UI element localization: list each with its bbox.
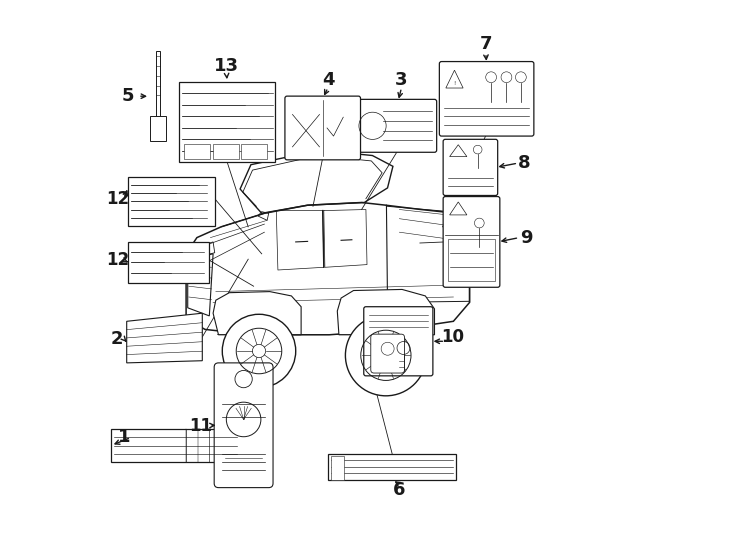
FancyBboxPatch shape <box>371 334 404 373</box>
Text: 6: 6 <box>393 481 406 500</box>
Text: 4: 4 <box>322 71 335 89</box>
FancyBboxPatch shape <box>364 307 433 376</box>
Bar <box>111 429 240 462</box>
Text: !: ! <box>454 80 456 86</box>
Bar <box>448 239 495 281</box>
Bar <box>150 116 166 141</box>
Bar <box>184 144 210 159</box>
FancyBboxPatch shape <box>360 99 437 152</box>
Polygon shape <box>338 289 435 335</box>
Text: 10: 10 <box>441 328 464 347</box>
Bar <box>128 242 209 283</box>
Text: 1: 1 <box>118 428 131 447</box>
Text: 5: 5 <box>122 87 134 105</box>
Polygon shape <box>127 313 203 363</box>
Bar <box>128 177 215 226</box>
Text: 12: 12 <box>106 190 129 208</box>
FancyBboxPatch shape <box>443 139 498 195</box>
Text: 3: 3 <box>396 71 408 89</box>
Bar <box>241 144 267 159</box>
Circle shape <box>222 314 296 388</box>
Text: 9: 9 <box>520 228 533 247</box>
Text: 7: 7 <box>479 35 492 53</box>
Circle shape <box>235 370 252 388</box>
Text: 2: 2 <box>110 330 123 348</box>
FancyBboxPatch shape <box>285 96 360 160</box>
Bar <box>156 51 161 116</box>
FancyBboxPatch shape <box>440 62 534 136</box>
FancyBboxPatch shape <box>214 363 273 488</box>
Circle shape <box>346 315 426 396</box>
Bar <box>179 82 275 162</box>
Polygon shape <box>213 292 301 335</box>
FancyBboxPatch shape <box>443 197 500 287</box>
Text: 11: 11 <box>189 416 212 435</box>
Bar <box>331 456 344 480</box>
Text: 13: 13 <box>214 57 239 75</box>
Bar <box>328 454 456 480</box>
Bar <box>213 144 239 159</box>
Text: 12: 12 <box>106 251 129 269</box>
Text: 8: 8 <box>518 154 531 172</box>
